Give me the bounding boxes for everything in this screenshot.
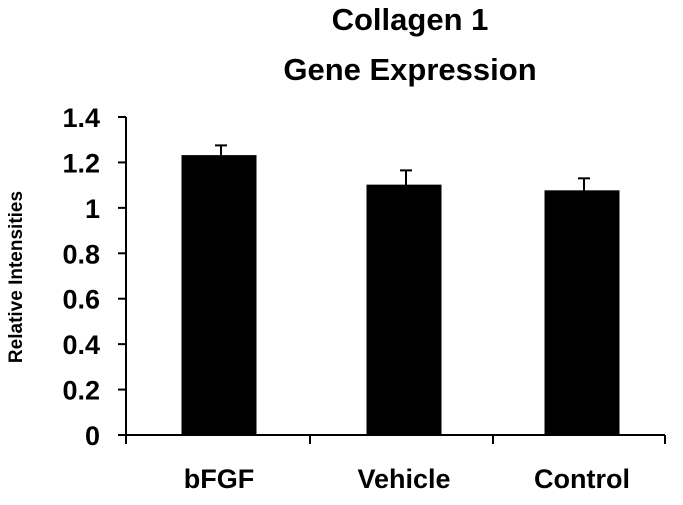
- y-tick-label: 0.4: [62, 330, 100, 360]
- y-tick-label: 0: [85, 421, 100, 451]
- y-tick-label: 1.4: [62, 103, 100, 133]
- bar-vehicle: [366, 184, 442, 436]
- bar-bfgf: [181, 155, 257, 436]
- y-tick-label: 1.2: [62, 148, 100, 178]
- x-tick-label-vehicle: Vehicle: [357, 464, 450, 494]
- plot-area: 0 0.2 0.4 0.6 0.8 1 1.2 1.4 bFGF Vehicle Control: [62, 103, 666, 494]
- y-tick-label: 0.8: [62, 239, 100, 269]
- bar-control: [544, 190, 620, 436]
- y-tick-label: 1: [85, 194, 100, 224]
- chart-title-line-1: Collagen 1: [332, 2, 489, 37]
- x-tick-label-control: Control: [534, 464, 630, 494]
- y-tick-label: 0.6: [62, 285, 100, 315]
- chart-title-line-2: Gene Expression: [283, 52, 536, 87]
- x-tick-label-bfgf: bFGF: [184, 464, 254, 494]
- y-tick-label: 0.2: [62, 376, 100, 406]
- y-axis-label: Relative Intensities: [6, 191, 27, 363]
